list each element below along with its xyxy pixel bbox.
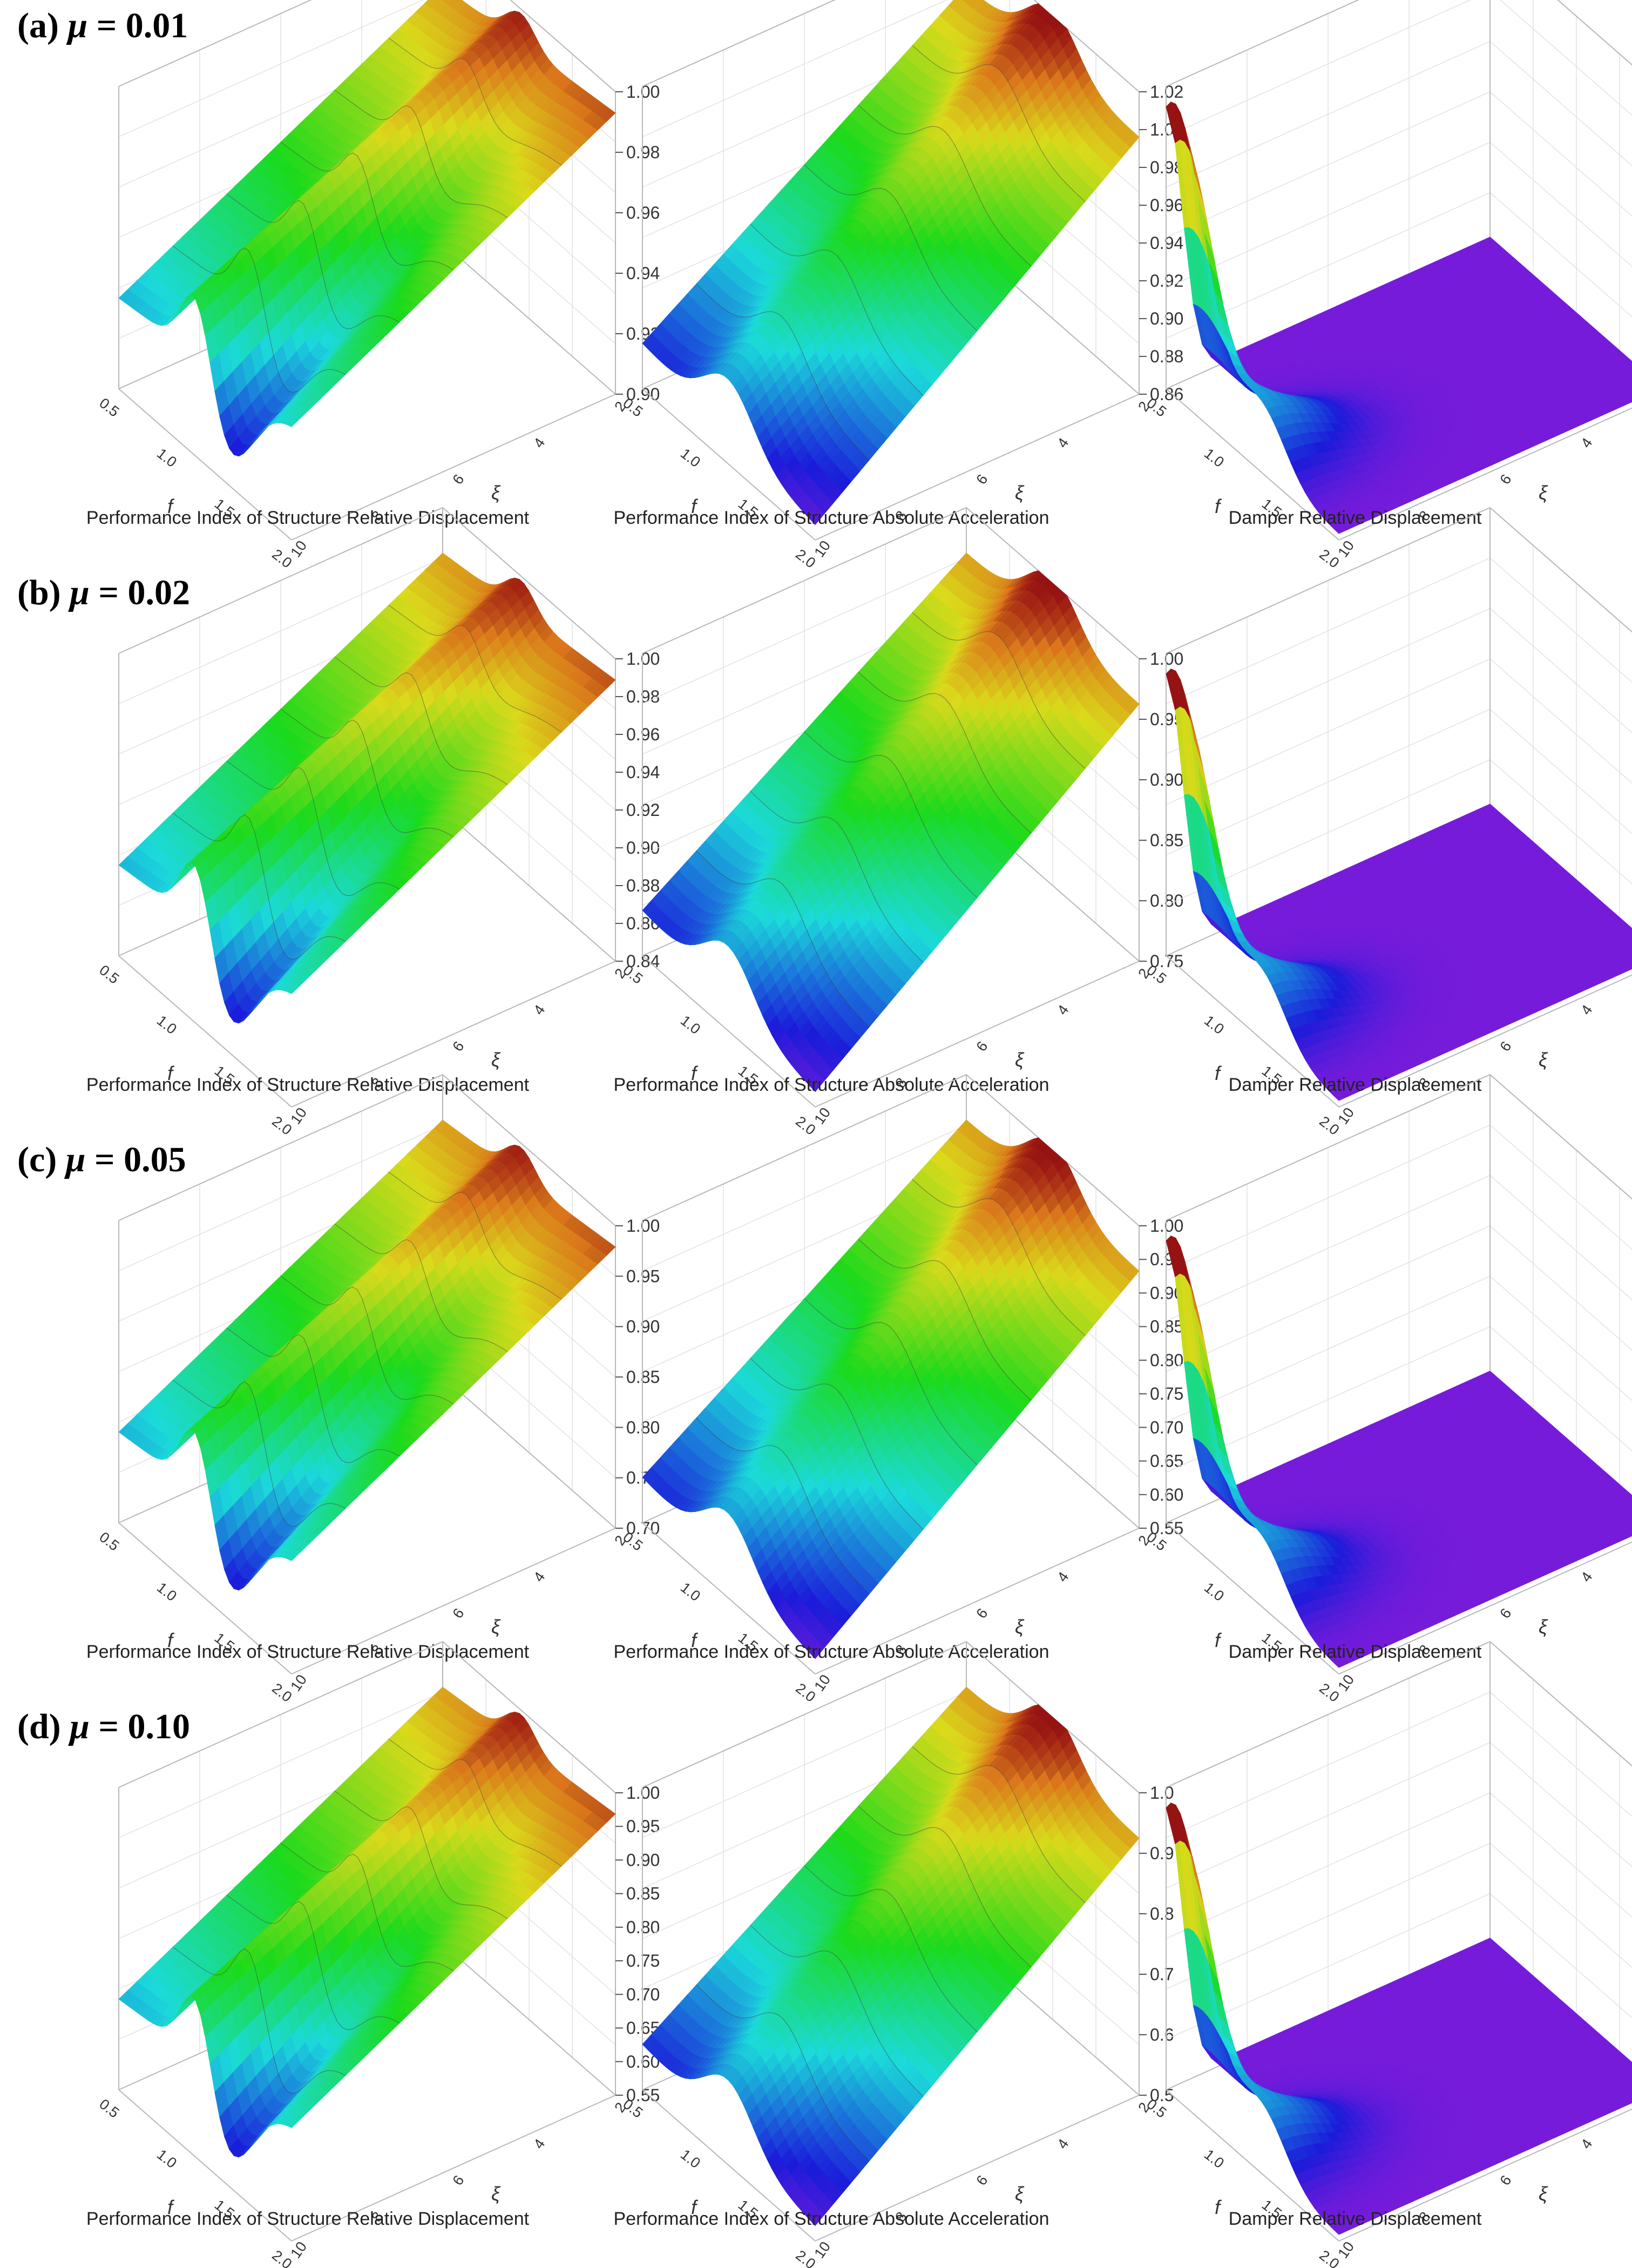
box-edge [118,0,312,87]
chart-panel-disp: 0.90 0.92 0.94 0.96 0.98 1.00 0.5 1.0 1.5 2.0 f 2 4 6… [65,0,660,571]
box-edge [815,394,1140,541]
z-tick-label: 0.88 [1150,347,1183,366]
xi-tick-label: 4 [1054,435,1072,451]
f-tick-label: 0.5 [620,395,646,420]
box-edge [642,388,816,541]
z-tick-label: 0.96 [1150,195,1183,215]
xi-tick-label: 4 [530,435,548,451]
box-edge [442,507,616,659]
z-tick-label: 1.00 [626,82,660,102]
box-edge [1338,407,1632,541]
contour-line [696,284,870,461]
mu-symbol: μ [67,6,88,45]
contour-line [912,45,1086,202]
surface [1166,101,1632,534]
xi-tick-label: 6 [449,471,467,488]
contour-line [804,164,978,332]
contour-line [388,37,562,166]
f-tick-label: 0.5 [96,395,122,420]
xi-tick-label: 4 [1577,435,1595,451]
f-tick-label: 1.0 [154,445,180,470]
z-tick-label: 0.96 [626,203,660,222]
xi-axis-label: ξ [1015,482,1025,504]
xi-axis-label: ξ [1539,482,1548,504]
chart-panel-damper: 010203040506070800.51.01.52.0f246810ξDam… [1112,0,1632,571]
z-axis: 0.860.880.900.920.940.960.981.001.02 [1139,82,1183,404]
surface [118,0,616,457]
surface-plot: 0.860.880.900.920.940.960.981.001.020.51… [620,0,1183,571]
mu-symbol: μ [70,573,90,612]
surface-patch [1333,524,1349,534]
z-axis: 0.900.920.940.960.981.00 [615,82,660,404]
z-tick-label: 1.02 [1150,82,1183,102]
contour-line [172,246,346,393]
contour-line [858,105,1032,267]
xi-tick-label: 6 [973,471,991,488]
surface [118,552,616,1024]
contour-line [280,141,454,271]
xi-tick-label: 6 [1496,471,1514,488]
mu-value: = 0.01 [96,6,188,45]
row-title: (b) μ = 0.02 [17,572,190,613]
box-edge [442,242,616,395]
chart-caption: Performance Index of Structure Absolute … [613,508,1049,528]
box-edge [118,955,292,1108]
mu-value: = 0.02 [98,573,190,612]
box-edge [118,388,292,541]
f-tick-label: 1.0 [678,445,703,470]
back-gridline [1166,91,1632,238]
contour-line [226,193,400,329]
contour-line [334,90,508,218]
row-label: (a) [17,6,59,45]
box-edge [118,507,443,654]
surface-patch [810,508,825,525]
back-gridline [1166,0,1632,87]
z-tick-label: 0.86 [1150,384,1183,404]
z-tick-label: 0.94 [626,264,660,283]
back-gridline [1166,40,1632,188]
box-edge [1557,0,1632,66]
chart-caption: Performance Index of Structure Relative … [86,508,530,528]
z-tick-label: 0.90 [626,384,660,404]
xi-axis-label: ξ [491,482,501,504]
surface [642,0,1140,525]
chart-panel-acc: 0.86 0.88 0.90 0.92 0.94 0.96 0.98 1.00 1.02 0.5 1… [588,0,1183,571]
surface-patch [286,415,301,427]
z-tick-label: 0.98 [626,143,660,162]
row-title: (a) μ = 0.01 [17,5,188,46]
surface-plot: 0.840.860.880.900.920.940.960.981.000.51… [96,507,660,1138]
back-gridline [1166,0,1632,138]
row-label: (b) [17,573,61,612]
box-edge [442,809,616,962]
box-edge [291,961,616,1108]
chart-panel-disp: 0.84 0.86 0.88 0.90 0.92 0.94 0.96 0.98 1.00 0.5 1… [65,507,660,1138]
surface-plot: 0.900.920.940.960.981.000.51.01.52.0f246… [96,0,660,571]
z-tick-label: 0.90 [1150,309,1183,328]
back-gridline [1166,141,1632,289]
box-edge [510,0,616,92]
box-edge [642,0,836,87]
box-edge [1166,388,1339,541]
contour-line [750,224,924,396]
box-edge [291,394,616,541]
z-tick-label: 0.94 [1150,233,1183,253]
f-tick-label: 0.5 [1143,395,1169,420]
box-edge [1166,0,1359,87]
f-tick-label: 1.0 [1201,445,1227,470]
chart-caption: Damper Relative Displacement [1228,508,1482,528]
